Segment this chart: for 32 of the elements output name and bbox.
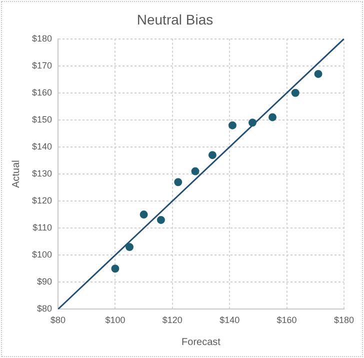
x-tick-label: $80 (50, 315, 66, 326)
point (228, 121, 236, 130)
y-axis-title: Actual (10, 160, 22, 188)
x-tick-label: $140 (220, 315, 240, 326)
point (291, 88, 300, 97)
y-tick-label: $160 (32, 87, 52, 98)
point (111, 264, 120, 273)
y-tick-label: $90 (36, 276, 52, 287)
point (248, 118, 256, 127)
point (314, 70, 322, 78)
x-tick-label: $100 (105, 315, 126, 326)
x-tick-label: $160 (276, 315, 297, 326)
point (174, 178, 182, 186)
y-tick-label: $170 (32, 60, 52, 70)
y-tick-label: $80 (36, 304, 52, 314)
point (208, 151, 216, 160)
y-tick-label: $150 (32, 114, 52, 124)
y-tick-label: $100 (32, 250, 52, 260)
point (191, 167, 200, 176)
y-tick-label: $110 (32, 222, 52, 233)
point (140, 210, 148, 219)
x-tick-label: $120 (162, 315, 182, 326)
x-axis-title: Forecast (182, 336, 221, 348)
y-tick-label: $140 (32, 141, 52, 152)
y-tick-label: $120 (32, 196, 52, 206)
y-tick-label: $180 (32, 33, 52, 44)
point (156, 216, 165, 224)
point (126, 243, 134, 252)
point (268, 113, 277, 122)
x-tick-label: $180 (334, 315, 354, 326)
chart-title: Neutral Bias (136, 11, 214, 28)
y-tick-label: $130 (32, 168, 52, 178)
